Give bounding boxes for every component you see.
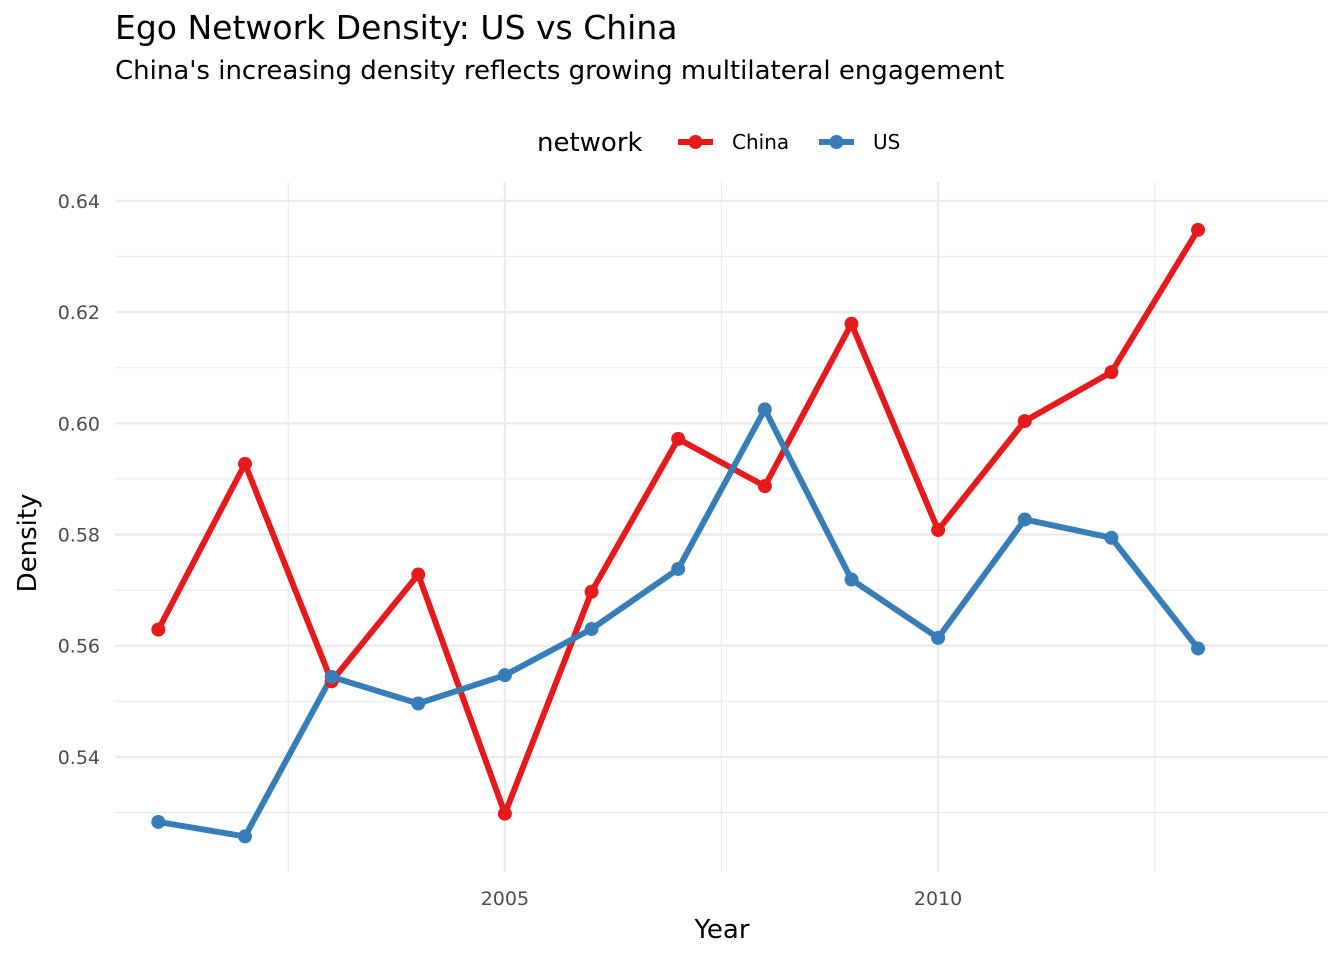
data-point-china	[411, 567, 426, 582]
data-points	[151, 222, 1206, 844]
legend-key-point-us	[829, 135, 844, 149]
data-point-china	[931, 523, 946, 538]
y-tick-label: 0.62	[58, 302, 100, 324]
data-point-us	[931, 630, 946, 645]
data-point-china	[671, 431, 686, 446]
data-point-china	[497, 806, 512, 821]
x-tick-label: 2010	[914, 888, 962, 910]
y-axis-ticks: 0.54 0.56 0.58 0.60 0.62 0.64	[58, 191, 100, 769]
legend: network China US	[537, 128, 900, 158]
legend-key-point-china	[688, 135, 703, 149]
chart-title: Ego Network Density: US vs China	[115, 8, 678, 47]
legend-title: network	[537, 128, 643, 158]
series-line-us	[157, 406, 1201, 840]
series-lines	[155, 228, 1201, 840]
legend-label-china: China	[732, 130, 789, 154]
data-point-china	[844, 316, 859, 331]
y-axis-title: Density	[13, 494, 43, 593]
y-tick-label: 0.64	[58, 191, 100, 213]
data-point-china	[1104, 365, 1119, 380]
data-point-us	[671, 561, 686, 576]
legend-label-us: US	[873, 130, 900, 154]
y-tick-label: 0.60	[58, 413, 100, 435]
data-point-us	[411, 696, 426, 711]
data-point-us	[584, 622, 599, 637]
y-tick-label: 0.54	[58, 747, 100, 769]
data-point-us	[151, 814, 166, 829]
data-point-china	[757, 479, 772, 494]
data-point-us	[757, 402, 772, 417]
data-point-us	[1191, 641, 1206, 656]
data-point-china	[1191, 222, 1206, 237]
data-point-china	[237, 456, 252, 471]
data-point-us	[497, 668, 512, 683]
x-axis-ticks: 2005 2010	[481, 888, 963, 910]
data-point-us	[324, 669, 339, 684]
data-point-us	[237, 829, 252, 844]
data-point-us	[1104, 530, 1119, 545]
data-point-us	[1017, 512, 1032, 527]
data-point-us	[844, 572, 859, 587]
data-point-china	[584, 584, 599, 599]
y-tick-label: 0.56	[58, 636, 100, 658]
chart-subtitle: China's increasing density reflects grow…	[115, 56, 1005, 86]
x-axis-title: Year	[693, 915, 749, 945]
data-point-china	[1017, 414, 1032, 429]
grid-lines	[115, 182, 1328, 872]
x-tick-label: 2005	[481, 888, 529, 910]
data-point-china	[151, 622, 166, 637]
y-tick-label: 0.58	[58, 525, 100, 547]
